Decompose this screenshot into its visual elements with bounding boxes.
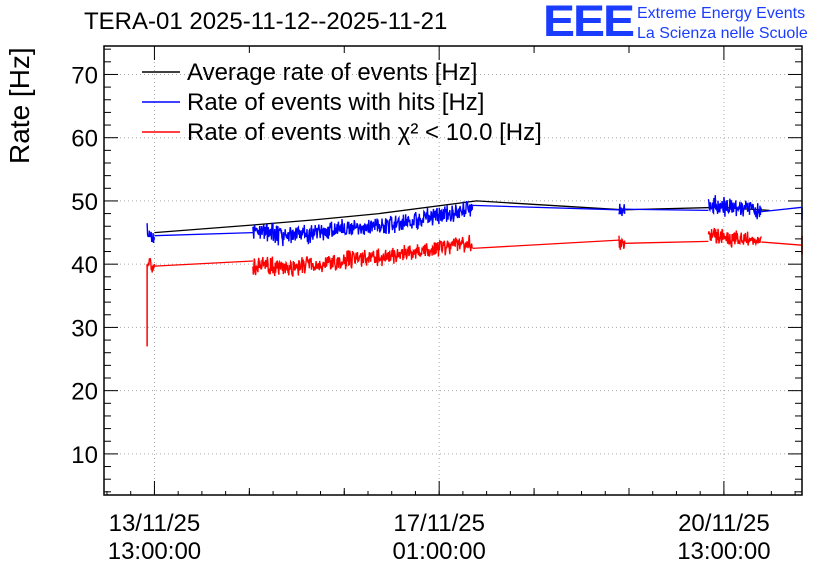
series-line-segment (761, 241, 803, 246)
series-line-segment (761, 206, 803, 213)
x-tick-label-date: 20/11/25 (678, 510, 770, 537)
series-noise-band (252, 200, 474, 247)
legend: Average rate of events [Hz] Rate of event… (142, 59, 542, 146)
y-tick-label: 40 (71, 252, 98, 279)
series-line-segment (154, 231, 253, 237)
x-tick-label-date: 17/11/25 (393, 510, 485, 537)
x-tick-label-time: 13:00:00 (108, 538, 201, 565)
y-tick-label: 50 (71, 189, 98, 216)
legend-label-0: Average rate of events [Hz] (187, 59, 477, 86)
series-line-segment (154, 200, 770, 234)
series-noise-band (252, 234, 473, 277)
series-1 (146, 195, 803, 247)
y-tick-label: 60 (71, 126, 98, 153)
x-tick-label-date: 13/11/25 (109, 510, 201, 537)
axis-layer: 1020304050607013/11/2513:00:0017/11/2501… (71, 45, 803, 565)
plot-frame (103, 45, 803, 496)
series-noise-band (618, 203, 626, 217)
y-axis-label: Rate [Hz] (4, 47, 35, 164)
y-tick-label: 70 (71, 62, 98, 89)
data-layer (146, 195, 803, 347)
plot-frame-layer (104, 46, 802, 495)
x-tick-label-time: 13:00:00 (677, 538, 770, 565)
series-2 (146, 227, 803, 277)
chart-title: TERA-01 2025-11-12--2025-11-21 (84, 8, 448, 35)
legend-label-1: Rate of events with hits [Hz] (187, 89, 484, 116)
series-line-segment (472, 204, 620, 211)
series-noise-band (146, 223, 156, 244)
series-noise-band (707, 195, 762, 220)
org-name-line2: La Scienza nelle Scuole (637, 25, 808, 42)
series-line-segment (624, 240, 709, 244)
eee-logo: EEE (543, 0, 635, 46)
y-tick-label: 30 (71, 315, 98, 342)
series-noise-band (707, 227, 762, 248)
series-line-segment (472, 239, 620, 250)
legend-label-2: Rate of events with χ² < 10.0 [Hz] (187, 119, 542, 146)
series-noise-band (146, 258, 156, 273)
y-tick-label: 10 (71, 442, 98, 469)
x-tick-label-time: 01:00:00 (392, 538, 485, 565)
org-name-line1: Extreme Energy Events (637, 5, 806, 22)
series-0 (154, 200, 770, 234)
series-noise-band (618, 235, 626, 250)
series-line-segment (624, 208, 709, 212)
series-line-segment (154, 260, 253, 267)
y-tick-label: 20 (71, 379, 98, 406)
